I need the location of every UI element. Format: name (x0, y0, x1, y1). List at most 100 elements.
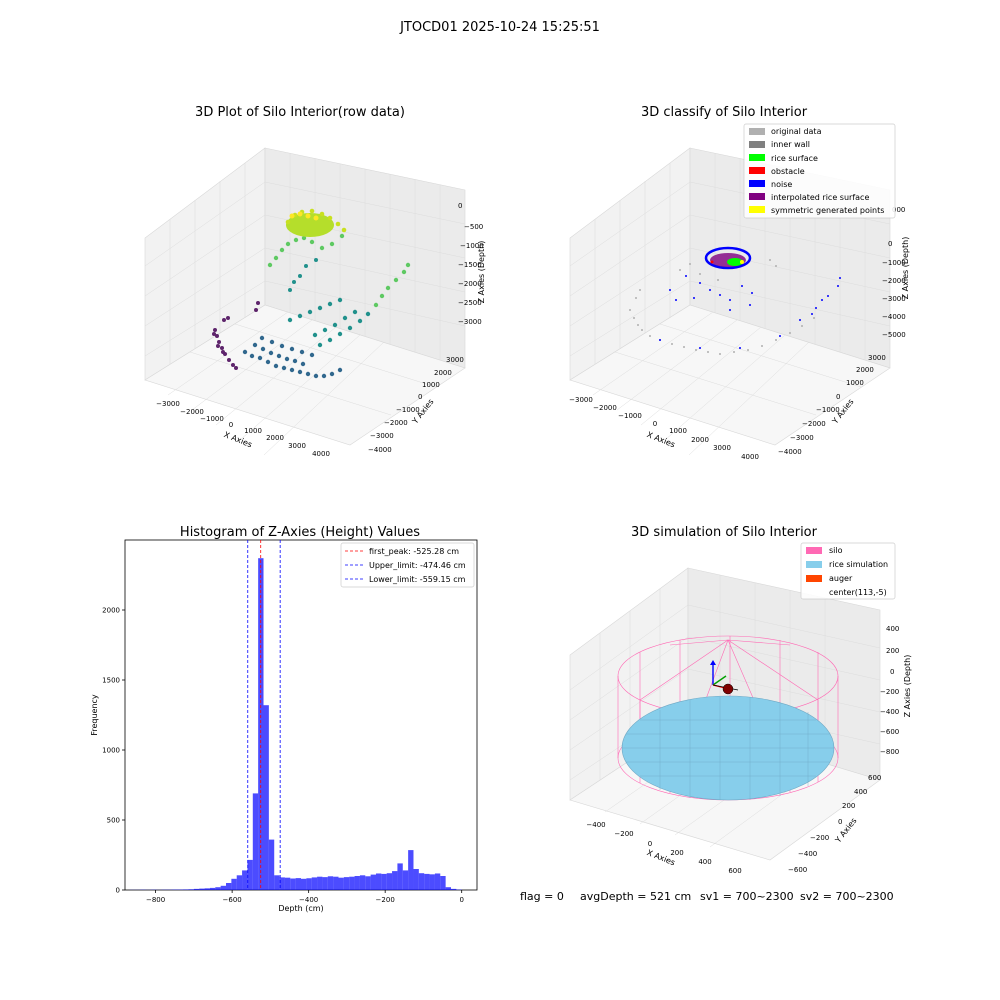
plot-3d-simulation-xtick: 0 (648, 840, 652, 848)
plot-3d-simulation-legend: silo rice simulation auger center(113,-5… (800, 542, 896, 600)
plot-3d-classify-xtick: 4000 (741, 453, 759, 461)
histogram-bar (188, 889, 194, 890)
histogram-bar (327, 876, 334, 890)
plot-3d-classify-ztick: 000 (892, 206, 905, 214)
plot-3d-raw-ticks: −3000 −2000 −1000 0 1000 2000 3000 4000 … (156, 202, 486, 458)
histogram-axes-frame (124, 539, 478, 891)
legend-swatch-silo (806, 547, 822, 554)
histogram-bar (370, 874, 376, 890)
histogram-ytick-label: 500 (107, 817, 120, 825)
histogram-ytick-label: 1000 (102, 747, 120, 755)
histogram-yticks: 0 500 1000 1500 2000 (102, 607, 125, 895)
plot-3d-raw-xtick: 3000 (288, 442, 306, 450)
histogram-bar (311, 877, 318, 890)
histogram-bar (397, 863, 403, 890)
histogram-bar (359, 875, 366, 890)
histogram-bar (408, 850, 414, 890)
plot-3d-raw: 3D Plot of Silo Interior(row data) (144, 105, 486, 458)
legend-swatch-obstacle (749, 167, 765, 174)
plot-3d-simulation-xtick: −200 (614, 830, 633, 838)
legend-swatch-auger (806, 575, 822, 582)
plot-3d-raw-xtick: 0 (229, 421, 233, 429)
sv1-text: sv1 = 700~2300 (700, 890, 794, 903)
plot-3d-simulation-ytick: 200 (842, 802, 855, 810)
histogram-bar (263, 705, 269, 890)
plot-3d-simulation-ytick: 0 (838, 818, 842, 826)
histogram-bar (209, 887, 216, 890)
histogram-bar (354, 876, 360, 890)
plot-3d-simulation-ztick: −400 (880, 708, 899, 716)
histogram-xtick-label: −200 (376, 896, 395, 904)
histogram-ylabel: Frequency (90, 694, 99, 736)
plot-3d-classify-ticks: −3000 −2000 −1000 0 1000 2000 3000 4000 … (569, 206, 910, 461)
plot-3d-classify-ztick: −1000 (882, 259, 906, 267)
legend-swatch-interpolated (749, 193, 765, 200)
plot-3d-raw-ytick: 2000 (434, 369, 452, 377)
histogram-bar (343, 877, 350, 890)
histogram-ytick-label: 0 (116, 887, 120, 895)
plot-3d-classify-xtick: 3000 (713, 444, 731, 452)
legend-swatch-noise (749, 180, 765, 187)
legend-label: auger (829, 574, 853, 583)
legend-label: rice simulation (829, 560, 888, 569)
legend-swatch-rice-simulation (806, 561, 822, 568)
histogram-bar (392, 871, 398, 890)
plot-3d-raw-xtick: 1000 (244, 427, 262, 435)
plot-3d-classify-ytick: 0 (836, 393, 840, 401)
histogram-ytick-label: 1500 (102, 677, 120, 685)
histogram-bar (317, 876, 323, 890)
plot-3d-raw-ytick: −3000 (370, 432, 394, 440)
histogram-bar (301, 878, 307, 890)
plot-3d-raw-ytick: 1000 (422, 381, 440, 389)
legend-label: first_peak: -525.28 cm (369, 547, 459, 556)
plot-3d-raw-ztick: −1000 (460, 242, 484, 250)
histogram-bar (252, 793, 259, 890)
plot-3d-classify-xtick: −3000 (569, 396, 593, 404)
plot-3d-raw-ytick: −1000 (396, 406, 420, 414)
histogram-bar (295, 878, 301, 890)
histogram-bar (274, 875, 280, 890)
avg-depth-text: avgDepth = 521 cm (580, 890, 691, 903)
plot-3d-raw-ztick: −500 (464, 223, 483, 231)
histogram-bar (183, 889, 189, 890)
plot-3d-simulation: 3D simulation of Silo Interior (569, 525, 912, 875)
status-footer: flag = 0 avgDepth = 521 cm sv1 = 700~230… (520, 890, 894, 903)
histogram-bar (365, 876, 371, 890)
histogram-bar (199, 888, 205, 890)
histogram-bar (231, 878, 237, 890)
plot-3d-raw-points (212, 208, 411, 379)
plot-3d-simulation-ztick: 0 (890, 668, 894, 676)
figure-suptitle: JTOCD01 2025-10-24 15:25:51 (399, 20, 600, 35)
histogram-bar (333, 876, 339, 890)
legend-label: center(113,-5) (829, 588, 887, 597)
plot-3d-simulation-title: 3D simulation of Silo Interior (631, 525, 818, 540)
histogram-bar (220, 885, 227, 890)
plot-3d-simulation-ztick: −200 (880, 688, 899, 696)
histogram-bar (434, 873, 441, 890)
histogram-bar (268, 839, 275, 890)
plot-3d-classify-xtick: 2000 (691, 436, 709, 444)
legend-swatch-rice-surface (749, 154, 765, 161)
legend-label: noise (771, 180, 792, 189)
legend-label: silo (829, 546, 843, 555)
plot-3d-classify-ztick: −4000 (882, 313, 906, 321)
plot-3d-classify-xtick: −2000 (593, 404, 617, 412)
histogram-bar (258, 558, 264, 890)
plot-3d-classify-ztick: −5000 (882, 331, 906, 339)
histogram-bar (242, 870, 248, 890)
plot-3d-classify-zlabel: Z Axies (Depth) (901, 237, 910, 300)
legend-swatch-inner-wall (749, 141, 765, 148)
histogram-bar (193, 888, 200, 890)
legend-label: rice surface (771, 154, 818, 163)
plot-3d-simulation-ytick: −200 (810, 834, 829, 842)
histogram-xtick-label: −400 (299, 896, 318, 904)
histogram-bars (129, 558, 462, 890)
plot-3d-raw-ztick: 0 (458, 202, 462, 210)
histogram-xtick-label: 0 (459, 896, 463, 904)
histogram-xticks: −800 −600 −400 −200 0 (146, 890, 464, 904)
histogram-legend: first_peak: -525.28 cm Upper_limit: -474… (340, 542, 475, 588)
legend-label: symmetric generated points (771, 206, 884, 215)
histogram-bar (306, 878, 312, 890)
plot-3d-raw-xtick: −2000 (180, 408, 204, 416)
legend-label: obstacle (771, 167, 805, 176)
